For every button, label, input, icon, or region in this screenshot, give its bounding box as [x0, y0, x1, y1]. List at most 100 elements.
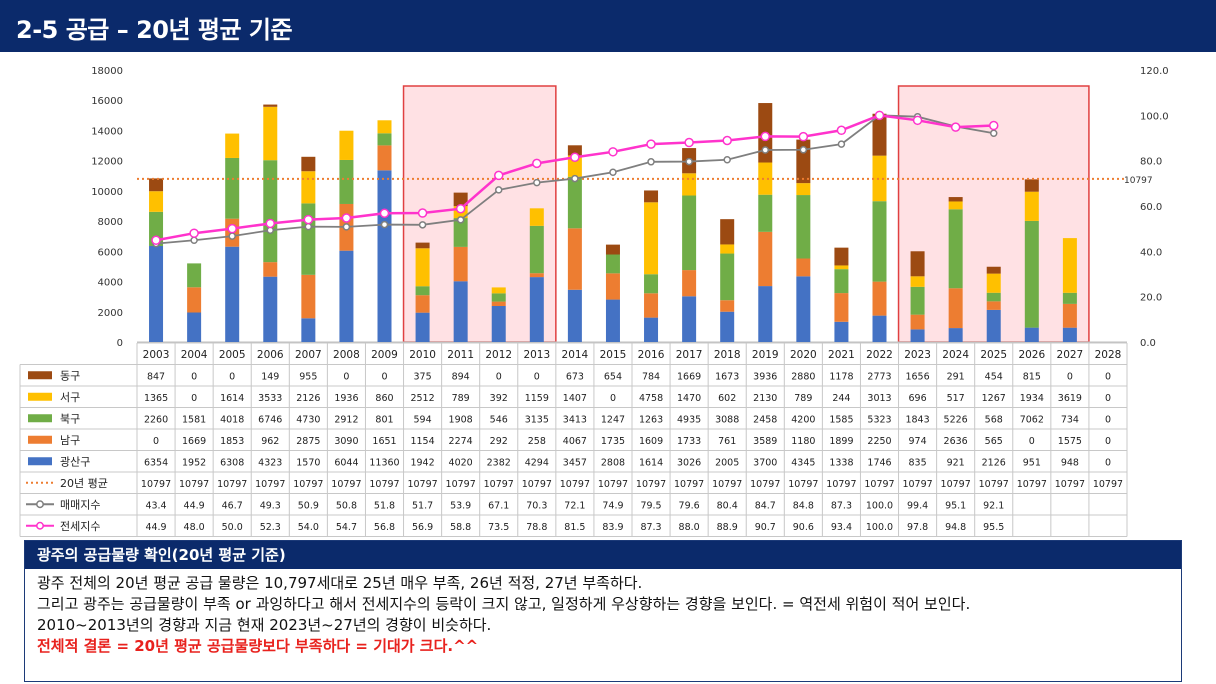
- table-cell: 4323: [258, 457, 282, 468]
- table-cell: 955: [299, 371, 317, 382]
- table-cell: 2130: [753, 393, 777, 404]
- table-cell: 92.1: [983, 500, 1004, 511]
- bar-서구-2008: [339, 130, 354, 160]
- x-tick-2008: 2008: [333, 349, 360, 361]
- table-cell: 6746: [258, 414, 282, 425]
- bar-서구-2017: [682, 173, 697, 196]
- table-cell: 10797: [446, 479, 476, 490]
- summary-line-2: 그리고 광주는 공급물량이 부족 or 과잉하다고 해서 전세지수의 등락이 크…: [37, 595, 971, 613]
- legend-label-북구: 북구: [60, 412, 80, 425]
- table-cell: 2260: [144, 414, 168, 425]
- table-cell: 95.1: [945, 500, 966, 511]
- bar-남구-2011: [453, 246, 468, 282]
- bar-북구-2022: [872, 201, 887, 282]
- table-cell: 93.4: [831, 522, 852, 533]
- table-cell: 602: [718, 393, 736, 404]
- bar-남구-2013: [529, 273, 544, 278]
- table-cell: 1365: [144, 393, 168, 404]
- legend-label-동구: 동구: [60, 369, 80, 382]
- point-전세지수: [493, 170, 504, 181]
- bar-광산구-2025: [986, 309, 1001, 342]
- y-right-tick: 40.0: [1140, 247, 1162, 258]
- x-tick-2024: 2024: [942, 349, 969, 361]
- table-cell: 291: [947, 371, 965, 382]
- bar-동구-2003: [149, 178, 164, 192]
- y-right-tick: 80.0: [1140, 157, 1162, 168]
- table-cell: 3090: [334, 436, 358, 447]
- table-cell: 4067: [563, 436, 587, 447]
- table-cell: 815: [1023, 371, 1041, 382]
- table-cell: 83.9: [602, 522, 623, 533]
- bar-광산구-2007: [301, 318, 316, 342]
- table-cell: 10797: [407, 479, 437, 490]
- bar-북구-2019: [758, 194, 773, 232]
- table-cell: 88.9: [717, 522, 738, 533]
- table-cell: 51.8: [374, 500, 395, 511]
- table-cell: 734: [1061, 414, 1079, 425]
- bar-남구-2004: [187, 287, 202, 313]
- point-전세지수: [684, 137, 694, 148]
- bar-북구-2012: [491, 293, 506, 302]
- bar-서구-2023: [910, 276, 925, 287]
- table-cell: 3026: [677, 457, 701, 468]
- table-cell: 10797: [788, 479, 818, 490]
- table-cell: 10797: [674, 479, 704, 490]
- bar-서구-2007: [301, 171, 316, 204]
- bar-북구-2011: [453, 218, 468, 247]
- table-cell: 801: [375, 414, 393, 425]
- table-cell: 2382: [487, 457, 511, 468]
- table-cell: 44.9: [145, 522, 166, 533]
- point-전세지수: [151, 235, 161, 245]
- x-tick-2005: 2005: [219, 349, 246, 361]
- bar-남구-2025: [986, 301, 1001, 310]
- bar-남구-2014: [567, 228, 582, 290]
- table-cell: 50.8: [336, 500, 357, 511]
- table-cell: 4345: [791, 457, 815, 468]
- table-cell: 88.0: [679, 522, 700, 533]
- table-cell: 1267: [982, 393, 1006, 404]
- bar-광산구-2026: [1024, 327, 1039, 342]
- table-cell: 1669: [182, 436, 206, 447]
- table-cell: 860: [375, 393, 393, 404]
- table-cell: 1159: [525, 393, 549, 404]
- bar-북구-2010: [415, 286, 430, 296]
- bar-남구-2020: [796, 258, 811, 277]
- x-tick-2017: 2017: [676, 349, 703, 361]
- summary-line-3: 2010~2013년의 경향과 지금 현재 2023년~27년의 경향이 비슷하…: [37, 616, 492, 634]
- bar-동구-2026: [1024, 179, 1039, 192]
- point-매매지수: [418, 221, 427, 229]
- point-매매지수: [533, 178, 541, 187]
- bar-동구-2016: [644, 190, 659, 203]
- bar-서구-2016: [644, 202, 659, 275]
- table-cell: 3457: [563, 457, 587, 468]
- y-right-tick: 100.0: [1140, 111, 1169, 122]
- point-전세지수: [265, 218, 276, 229]
- table-cell: 4730: [296, 414, 320, 425]
- y-left-tick: 18000: [91, 66, 123, 77]
- point-매매지수: [647, 158, 655, 166]
- legend-swatch-광산구: [28, 457, 52, 466]
- table-cell: 3700: [753, 457, 777, 468]
- table-cell: 2126: [982, 457, 1006, 468]
- table-cell: 58.8: [450, 522, 471, 533]
- table-cell: 1942: [410, 457, 434, 468]
- bar-서구-2012: [491, 287, 506, 294]
- table-cell: 4020: [449, 457, 473, 468]
- table-cell: 7062: [1020, 414, 1044, 425]
- bar-광산구-2011: [453, 281, 468, 342]
- table-cell: 454: [985, 371, 1003, 382]
- point-매매지수: [228, 232, 236, 240]
- point-전세지수: [912, 115, 923, 126]
- bar-남구-2012: [491, 301, 506, 307]
- table-cell: 70.3: [526, 500, 547, 511]
- bar-동구-2023: [910, 251, 925, 277]
- point-전세지수: [570, 152, 580, 163]
- table-cell: 1154: [410, 436, 434, 447]
- table-cell: 0: [610, 393, 616, 404]
- table-cell: 696: [909, 393, 927, 404]
- table-cell: 3533: [258, 393, 282, 404]
- table-cell: 46.7: [222, 500, 243, 511]
- table-cell: 568: [985, 414, 1003, 425]
- table-cell: 2512: [410, 393, 434, 404]
- table-cell: 10797: [636, 479, 666, 490]
